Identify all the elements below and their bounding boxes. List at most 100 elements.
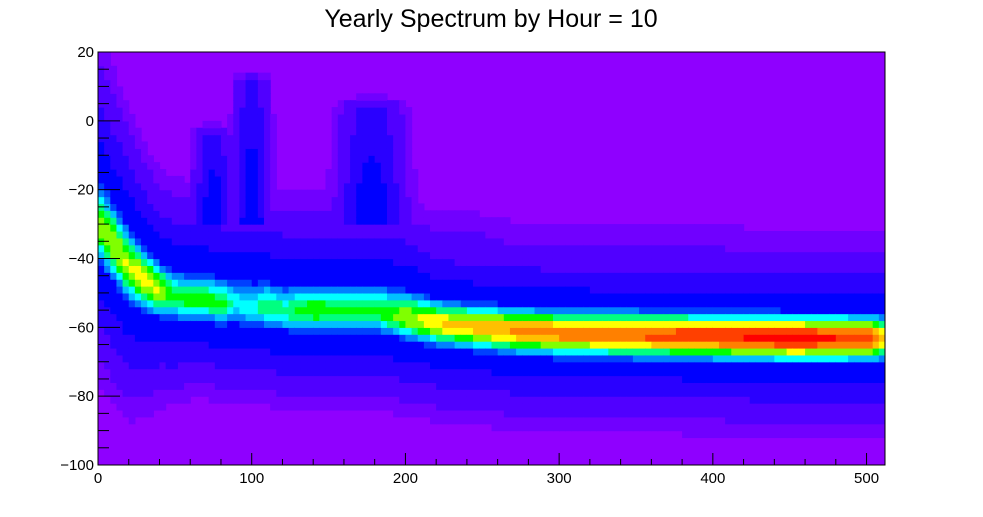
- heatmap-cell: [620, 396, 628, 404]
- heatmap-cell: [712, 272, 720, 280]
- heatmap-cell: [380, 113, 388, 122]
- heatmap-cell: [110, 189, 118, 198]
- heatmap-cell: [848, 279, 855, 287]
- heatmap-cell: [110, 354, 118, 363]
- heatmap-cell: [343, 224, 351, 232]
- heatmap-cell: [811, 265, 818, 273]
- heatmap-cell: [116, 389, 124, 397]
- heatmap-cell: [220, 155, 228, 163]
- heatmap-cell: [682, 279, 689, 287]
- heatmap-cell: [694, 347, 702, 356]
- heatmap-cell: [128, 182, 136, 191]
- heatmap-cell: [288, 396, 296, 404]
- heatmap-cell: [632, 251, 640, 260]
- heatmap-cell: [300, 313, 308, 322]
- heatmap-cell: [276, 306, 284, 315]
- heatmap-cell: [110, 107, 118, 115]
- heatmap-cell: [159, 292, 167, 301]
- heatmap-cell: [878, 341, 885, 349]
- heatmap-cell: [270, 230, 277, 239]
- heatmap-cell: [454, 416, 462, 425]
- heatmap-cell: [276, 375, 284, 383]
- heatmap-cell: [368, 203, 376, 211]
- heatmap-cell: [632, 224, 640, 232]
- heatmap-cell: [128, 313, 136, 322]
- heatmap-cell: [134, 148, 142, 156]
- heatmap-cell: [368, 341, 376, 349]
- heatmap-cell: [589, 258, 597, 266]
- heatmap-cell: [343, 155, 351, 163]
- heatmap-cell: [805, 313, 812, 322]
- heatmap-cell: [227, 244, 234, 253]
- heatmap-cell: [565, 341, 573, 349]
- heatmap-cell: [307, 292, 314, 301]
- heatmap-cell: [700, 382, 708, 390]
- heatmap-cell: [473, 396, 480, 404]
- heatmap-cell: [270, 203, 277, 211]
- heatmap-cell: [503, 299, 511, 308]
- heatmap-cell: [122, 251, 130, 260]
- heatmap-cell: [257, 210, 265, 218]
- heatmap-cell: [620, 306, 628, 315]
- heatmap-cell: [626, 375, 634, 383]
- heatmap-cell: [165, 354, 173, 363]
- heatmap-cell: [589, 306, 597, 315]
- heatmap-cell: [257, 347, 265, 356]
- heatmap-cell: [485, 224, 493, 232]
- heatmap-cell: [257, 203, 265, 211]
- heatmap-cell: [841, 382, 849, 390]
- heatmap-cell: [331, 251, 339, 260]
- heatmap-cell: [411, 203, 419, 211]
- heatmap-cell: [737, 354, 745, 363]
- heatmap-cell: [362, 306, 370, 315]
- heatmap-cell: [350, 148, 357, 156]
- heatmap-cell: [257, 155, 265, 163]
- heatmap-cell: [626, 313, 634, 322]
- heatmap-cell: [589, 368, 597, 377]
- heatmap-cell: [208, 334, 216, 342]
- heatmap-cell: [393, 244, 400, 253]
- heatmap-cell: [233, 100, 241, 108]
- heatmap-cell: [718, 430, 726, 439]
- heatmap-cell: [319, 341, 327, 349]
- heatmap-cell: [675, 299, 683, 308]
- heatmap-cell: [386, 100, 394, 108]
- heatmap-cell: [423, 299, 431, 308]
- heatmap-cell: [134, 403, 142, 411]
- heatmap-cell: [288, 354, 296, 363]
- heatmap-cell: [196, 306, 204, 315]
- heatmap-cell: [362, 162, 370, 170]
- heatmap-cell: [688, 389, 695, 397]
- heatmap-cell: [651, 409, 659, 418]
- heatmap-cell: [288, 217, 296, 225]
- heatmap-cell: [257, 279, 265, 287]
- heatmap-cell: [675, 320, 683, 328]
- heatmap-cell: [589, 403, 597, 411]
- heatmap-cell: [331, 134, 339, 143]
- heatmap-cell: [430, 299, 437, 308]
- heatmap-cell: [577, 320, 585, 328]
- heatmap-cell: [196, 361, 204, 370]
- heatmap-cell: [337, 127, 345, 136]
- heatmap-cell: [141, 382, 148, 390]
- heatmap-cell: [264, 251, 271, 260]
- heatmap-cell: [356, 155, 363, 163]
- heatmap-cell: [122, 258, 130, 266]
- heatmap-cell: [700, 224, 708, 232]
- heatmap-cell: [110, 120, 118, 129]
- heatmap-cell: [147, 327, 154, 335]
- heatmap-cell: [571, 423, 579, 432]
- heatmap-cell: [307, 313, 314, 322]
- heatmap-cell: [675, 389, 683, 397]
- heatmap-cell: [184, 341, 191, 349]
- heatmap-cell: [540, 416, 548, 425]
- heatmap-cell: [854, 237, 862, 246]
- heatmap-cell: [202, 279, 210, 287]
- heatmap-cell: [620, 299, 628, 308]
- heatmap-cell: [393, 162, 400, 170]
- heatmap-cell: [294, 251, 302, 260]
- heatmap-cell: [307, 258, 314, 266]
- heatmap-cell: [546, 251, 554, 260]
- heatmap-cell: [251, 327, 259, 335]
- heatmap-cell: [430, 237, 437, 246]
